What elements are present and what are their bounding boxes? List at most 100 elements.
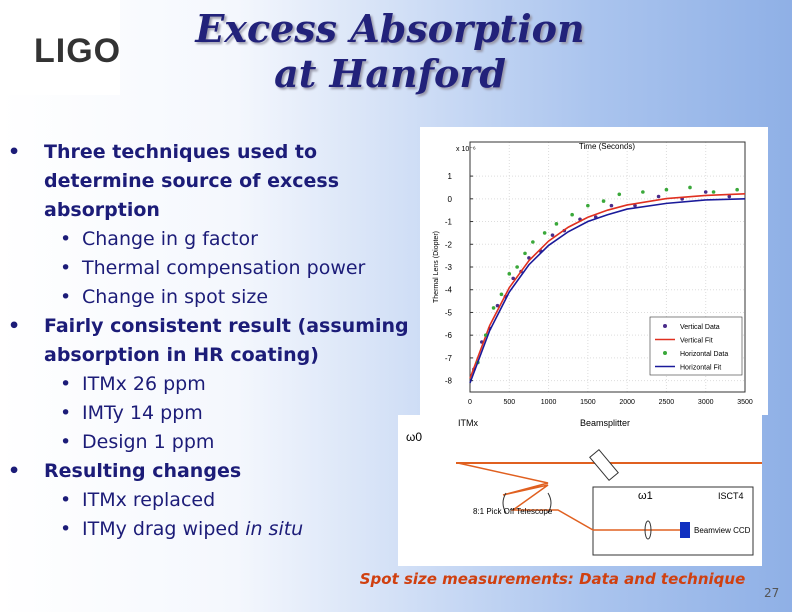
data-point [656,194,661,199]
fit-line [469,193,746,379]
lens [644,520,652,540]
data-point [601,199,606,203]
bullet-text: ITMy drag wiped [82,518,240,540]
data-point [491,306,496,310]
x-tick-label: 3000 [698,399,714,406]
data-point [511,276,516,281]
slide-title: Excess Absorption at Hanford [195,6,585,96]
label: ω1 [638,490,653,502]
label: ITMx [458,418,478,428]
data-point [483,333,488,337]
data-point [664,187,669,192]
y-tick-label: 0 [448,195,453,204]
bullet: Change in g factor [60,225,426,254]
y-tick-label: -2 [445,240,453,249]
y-axis-label: Thermal Lens (Diopter) [433,231,440,303]
data-point [550,233,555,237]
bullet-text: ITMx 26 ppm [82,373,206,395]
legend-label: Vertical Data [680,324,720,331]
data-point [531,240,535,244]
data-point [542,231,547,235]
data-point [523,251,527,256]
y-tick-label: -8 [445,377,453,386]
legend-symbol [663,351,667,355]
bullet: Resulting changes [26,457,344,486]
legend-symbol [663,324,667,328]
diagram: ITMx Beamsplitter ω0 ω1 ISCT4 8:1 Pick O… [398,415,762,566]
bullet: ITMy drag wiped in situ [60,515,426,544]
data-point [586,203,590,208]
data-point [499,292,504,297]
bullet-text: Change in spot size [82,286,269,308]
legend-label: Horizontal Data [680,351,728,358]
x-tick-label: 2000 [619,399,635,406]
bullet: Fairly consistent result (assuming absor… [26,312,434,370]
y-tick-label: -7 [445,354,453,363]
data-point [554,222,559,226]
bullet: Three techniques used to determine sourc… [26,138,344,225]
bullet-list: Three techniques used to determine sourc… [26,138,426,544]
beamsplitter [589,448,619,482]
label: Beamview CCD [694,526,751,535]
bullet: ITMx 26 ppm [60,370,426,399]
legend-label: Vertical Fit [680,338,713,345]
bullet-text: Three techniques used to determine sourc… [44,141,340,221]
x-tick-label: 3500 [737,399,753,406]
y-scale-label: x 10⁻⁶ [456,146,476,153]
chart-title: Time (Seconds) [579,142,636,151]
lens [502,492,552,514]
y-tick-label: -4 [445,286,453,295]
fit-line [469,198,746,384]
data-point [515,265,519,269]
bullet-text: Fairly consistent result (assuming absor… [44,315,409,366]
bullet: Design 1 ppm [60,428,426,457]
bullet: Thermal compensation power [60,254,426,283]
data-point [507,272,512,276]
bullet-text: Thermal compensation power [82,257,366,279]
y-tick-label: -6 [445,331,453,340]
x-tick-label: 1500 [580,399,596,406]
data-point [609,203,614,208]
logo-text: LIGO [34,32,122,70]
x-tick-label: 0 [468,399,472,406]
camera [680,522,690,538]
y-tick-label: -3 [445,263,453,272]
label: ω0 [406,430,422,444]
data-point [735,187,739,192]
bullet-text: Design 1 ppm [82,431,215,453]
bullet-text: Resulting changes [44,460,242,482]
label: ISCT4 [718,491,744,501]
optical-table [592,486,754,556]
plot-frame [469,141,746,393]
chart: Time (Seconds) x 10⁻⁶ Thermal Lens (Diopte… [420,127,768,415]
bullet-text: IMTy 14 ppm [82,402,203,424]
y-tick-label: -5 [445,308,453,317]
label: 8:1 Pick Off Telescope [473,507,553,516]
y-tick-label: 1 [448,172,453,181]
data-point [633,203,637,208]
bullet-emphasis: in situ [245,518,304,540]
bullet: IMTy 14 ppm [60,399,426,428]
data-point [711,190,716,194]
data-point [703,190,708,194]
x-tick-label: 1000 [541,399,557,406]
legend-label: Horizontal Fit [680,365,721,372]
x-tick-label: 500 [503,399,515,406]
page-number: 27 [764,586,780,600]
logo: LIGO [0,0,120,95]
data-point [641,190,645,194]
data-point [688,185,692,190]
data-point [570,212,574,217]
bullet-text: ITMx replaced [82,489,216,511]
data-point [617,192,622,197]
x-tick-label: 2500 [659,399,675,406]
bullet: Change in spot size [60,283,426,312]
y-tick-label: -1 [445,218,453,227]
pickoff-beam [457,462,683,531]
data-point [727,194,732,199]
bullet-text: Change in g factor [82,228,258,250]
bullet: ITMx replaced [60,486,426,515]
data-point [495,303,500,308]
diagram-background [398,415,762,566]
